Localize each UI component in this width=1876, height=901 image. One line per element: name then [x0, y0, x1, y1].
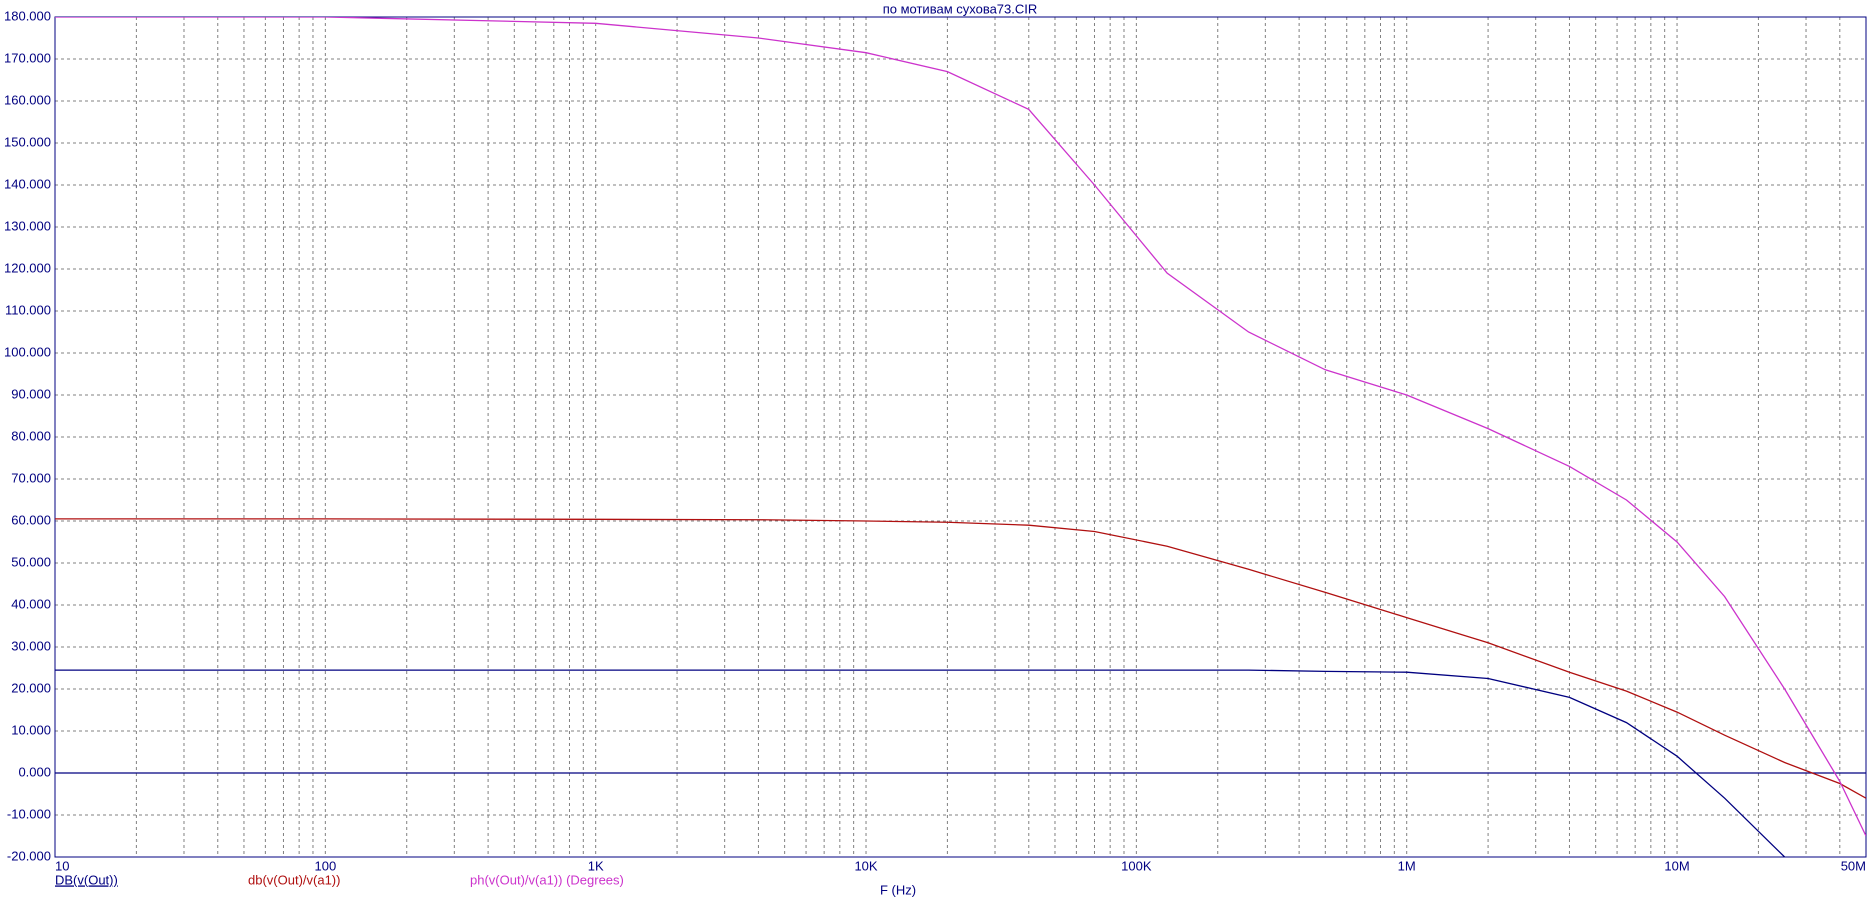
y-tick-label: 120.000	[4, 260, 51, 275]
x-tick-label: 50M	[1841, 858, 1866, 873]
x-tick-label: 100K	[1121, 858, 1152, 873]
y-tick-label: 160.000	[4, 92, 51, 107]
y-tick-label: 180.000	[4, 8, 51, 23]
y-tick-label: 140.000	[4, 176, 51, 191]
x-axis-label: F (Hz)	[880, 882, 916, 897]
y-tick-label: 170.000	[4, 50, 51, 65]
x-tick-label: 10K	[854, 858, 877, 873]
y-tick-label: 110.000	[5, 302, 51, 317]
y-tick-label: 20.000	[11, 680, 51, 695]
legend-entry: ph(v(Out)/v(a1)) (Degrees)	[470, 872, 624, 887]
y-tick-label: -20.000	[7, 848, 51, 863]
legend-entry: db(v(Out)/v(a1))	[248, 872, 340, 887]
plot-lines	[55, 17, 1866, 857]
y-tick-label: 90.000	[11, 386, 51, 401]
x-tick-label: 10	[55, 858, 69, 873]
y-tick-label: 50.000	[11, 554, 51, 569]
y-tick-label: 10.000	[11, 722, 51, 737]
y-tick-label: 40.000	[11, 596, 51, 611]
x-tick-label: 1M	[1398, 858, 1416, 873]
x-tick-label: 10M	[1664, 858, 1689, 873]
y-tick-label: 80.000	[11, 428, 51, 443]
x-tick-label: 100	[314, 858, 336, 873]
y-tick-label: 150.000	[4, 134, 51, 149]
series-line	[55, 17, 1866, 837]
series-line	[55, 669, 1786, 857]
legend-entry: DB(v(Out))	[55, 872, 118, 887]
y-tick-label: 70.000	[11, 470, 51, 485]
y-tick-label: 100.000	[4, 344, 51, 359]
y-tick-label: 30.000	[11, 638, 51, 653]
chart-title: по мотивам сухова73.CIR	[883, 1, 1038, 16]
y-tick-label: 60.000	[11, 512, 51, 527]
plot-frame	[54, 16, 1867, 858]
series-line	[55, 518, 1866, 799]
x-tick-label: 1K	[588, 858, 604, 873]
y-tick-label: 130.000	[4, 218, 51, 233]
y-tick-label: 0.000	[18, 764, 51, 779]
y-tick-label: -10.000	[7, 806, 51, 821]
